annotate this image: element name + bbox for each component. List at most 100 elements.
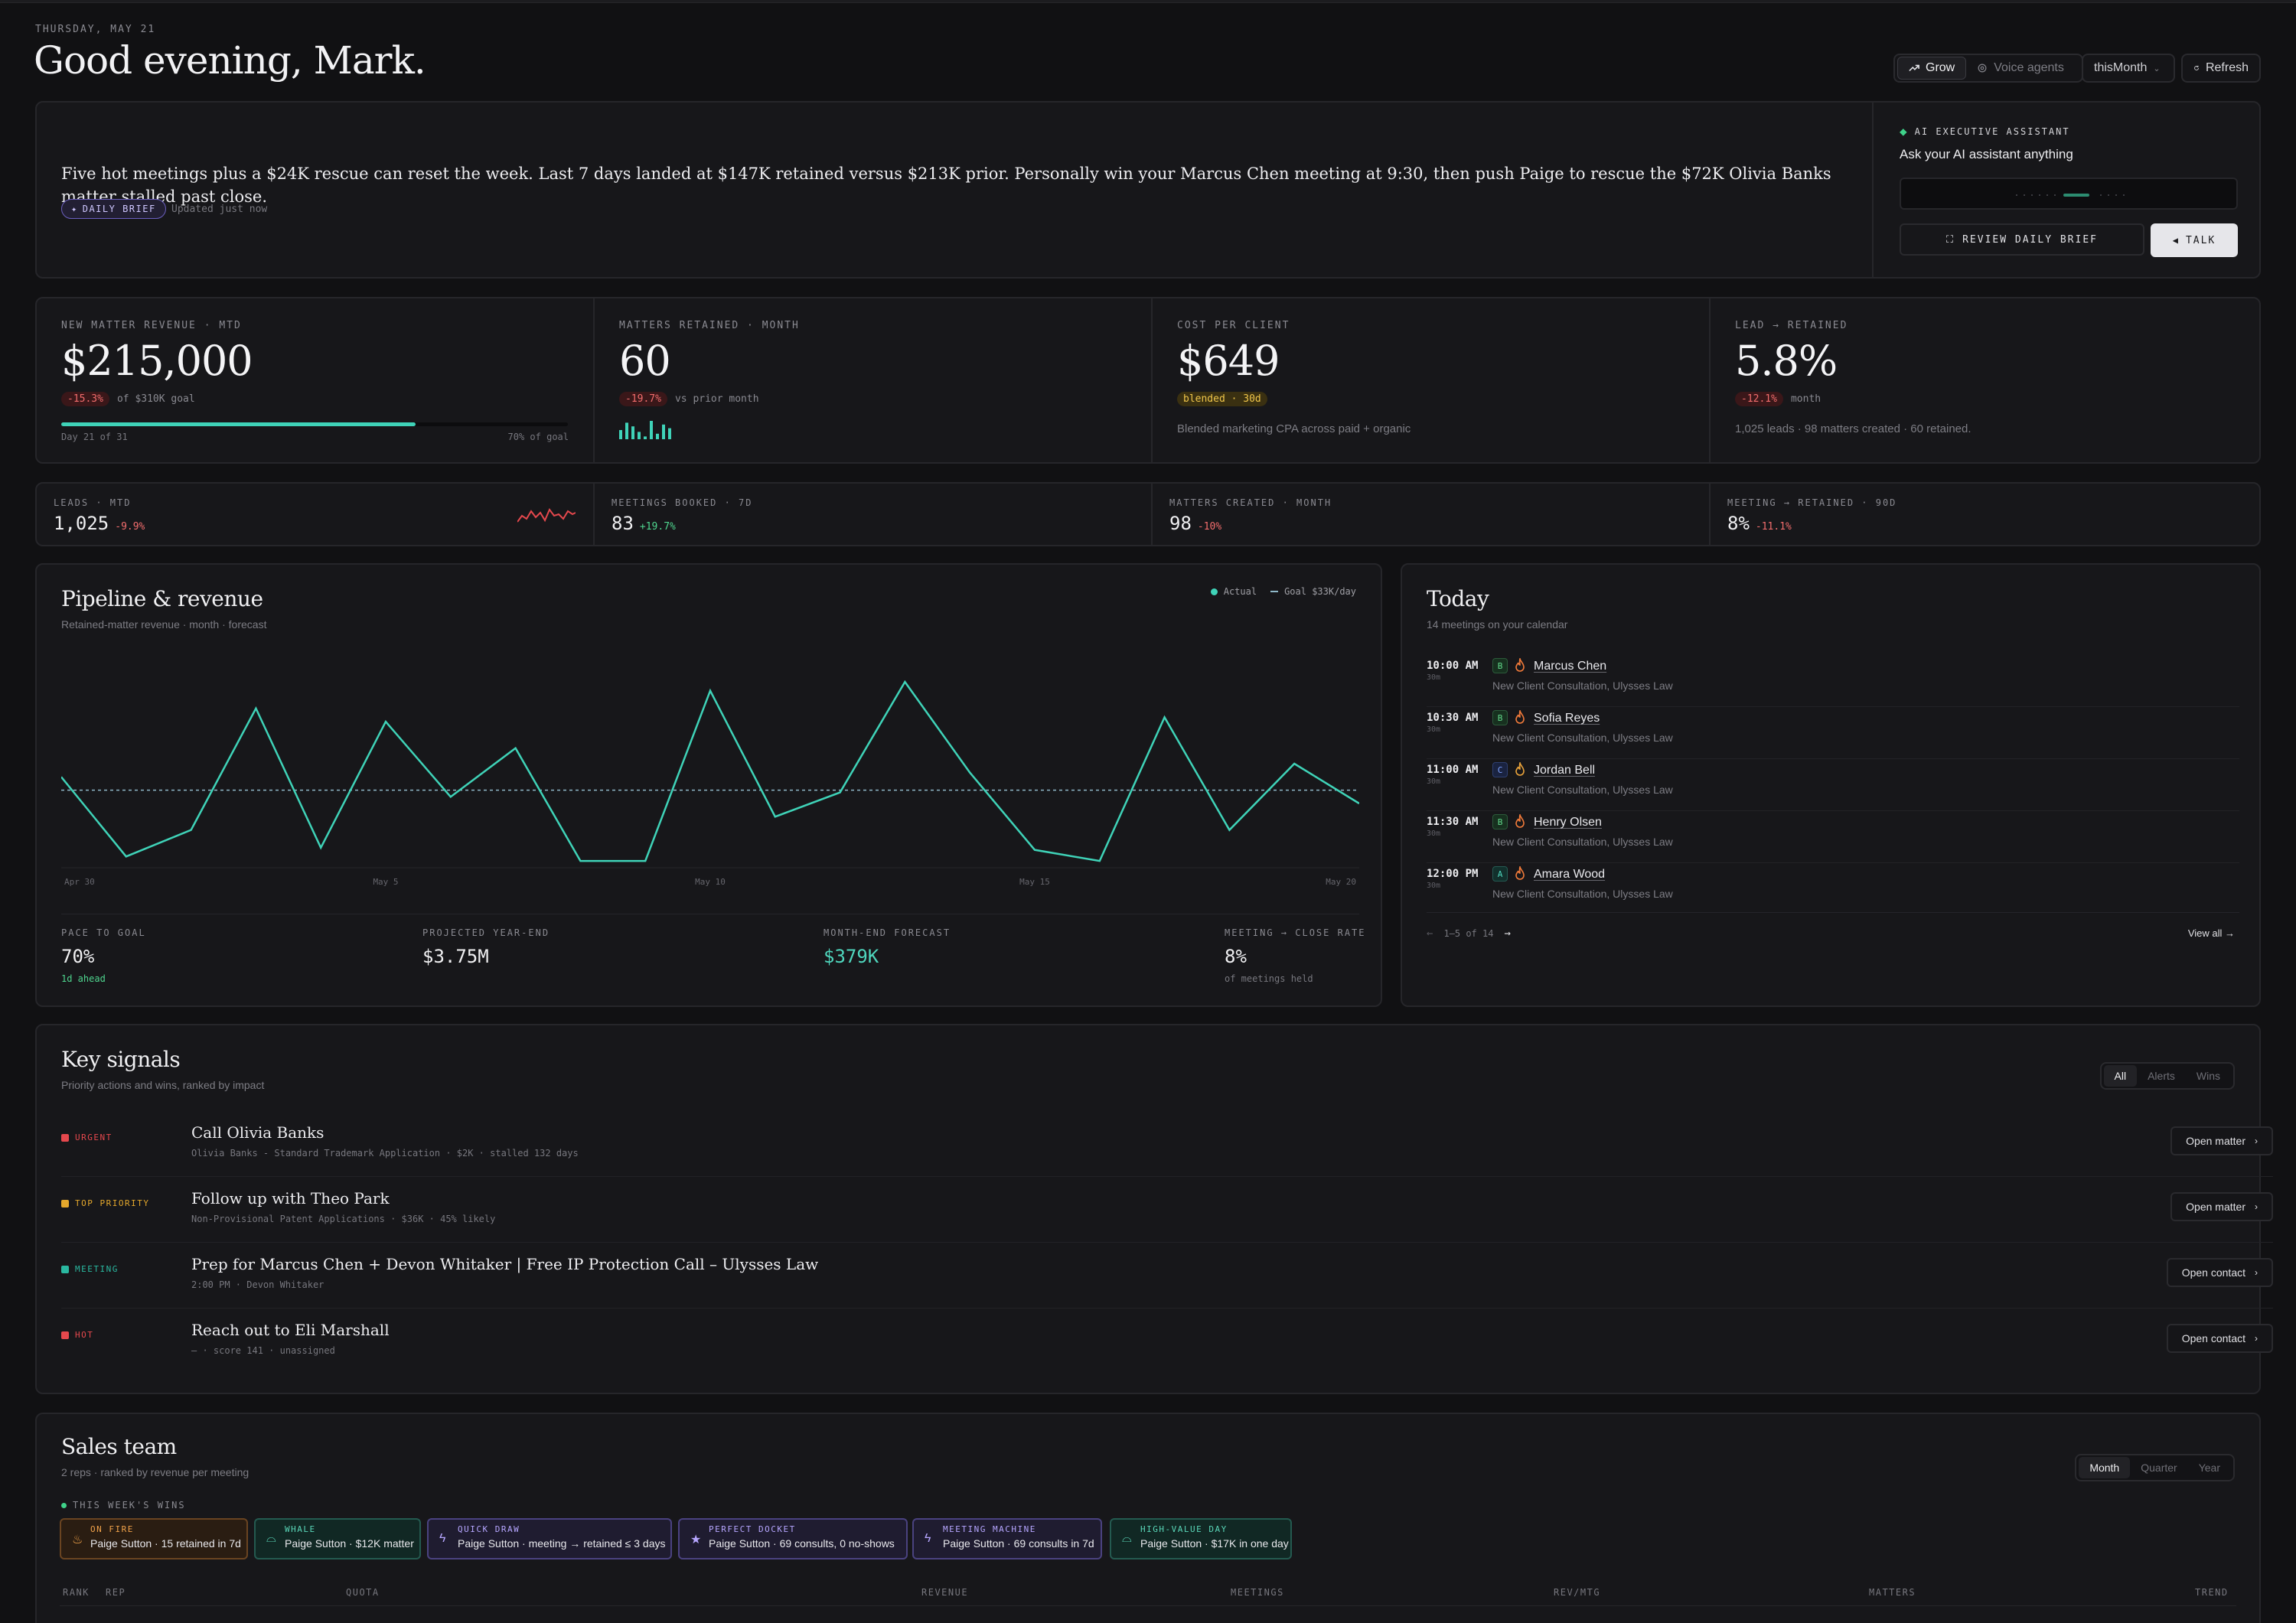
bolt-icon: ϟ <box>439 1532 446 1545</box>
lead-grade-badge: C <box>1492 762 1508 777</box>
col-rank[interactable]: RANK <box>63 1587 90 1598</box>
badge-meeting-machine: ϟ MEETING MACHINE Paige Sutton · 69 cons… <box>912 1518 1102 1559</box>
strip-label: MATTERS CREATED · MONTH <box>1169 497 1332 508</box>
signal-row: URGENT Call Olivia Banks Olivia Banks - … <box>61 1111 2273 1177</box>
tab-grow[interactable]: Grow <box>1897 57 1967 80</box>
kpi-badge: blended · 30d <box>1177 392 1267 406</box>
filter-all[interactable]: All <box>2103 1065 2138 1087</box>
signal-tag: URGENT <box>61 1133 113 1142</box>
meeting-duration: 30m <box>1427 829 1441 838</box>
signal-tag-label: URGENT <box>75 1133 113 1142</box>
signal-tag: MEETING <box>61 1264 119 1274</box>
strip-matters-created: MATTERS CREATED · MONTH 98 -10% <box>1153 484 1709 545</box>
col-matters[interactable]: MATTERS <box>1869 1587 1916 1598</box>
review-daily-brief-button[interactable]: ⛶ REVIEW DAILY BRIEF <box>1900 223 2144 256</box>
divider <box>593 484 595 545</box>
stat-value: $3.75M <box>422 946 489 967</box>
meeting-row[interactable]: 12:00 PM 30m A Amara Wood New Client Con… <box>1427 863 2239 915</box>
badge-title: WHALE <box>285 1524 316 1534</box>
bolt-icon: ϟ <box>925 1532 931 1545</box>
chevron-right-icon: › <box>2255 1201 2258 1212</box>
col-trend[interactable]: TREND <box>2195 1587 2229 1598</box>
whale-icon: ⌓ <box>1122 1532 1132 1545</box>
col-rep[interactable]: REP <box>106 1587 126 1598</box>
strip-meetings-booked: MEETINGS BOOKED · 7D 83 +19.7% <box>595 484 1151 545</box>
page-date: THURSDAY, MAY 21 <box>35 24 156 35</box>
kpi-sub: -19.7% vs prior month <box>619 392 759 406</box>
open-matter-button[interactable]: Open matter › <box>2170 1126 2273 1155</box>
talk-label: TALK <box>2185 234 2216 246</box>
filter-alerts[interactable]: Alerts <box>2148 1070 2175 1082</box>
meeting-description: New Client Consultation, Ulysses Law <box>1492 784 1673 796</box>
meeting-time: 10:30 AM <box>1427 712 1479 724</box>
flame-icon <box>1515 814 1525 828</box>
period-year[interactable]: Year <box>2198 1462 2220 1474</box>
col-revenue[interactable]: REVENUE <box>921 1587 969 1598</box>
stat-sub: of meetings held <box>1225 973 1313 984</box>
arrow-right-icon[interactable]: → <box>1504 927 1511 940</box>
pipeline-subtitle: Retained-matter revenue · month · foreca… <box>61 618 267 631</box>
meeting-row[interactable]: 10:00 AM 30m B Marcus Chen New Client Co… <box>1427 655 2239 707</box>
pipeline-chart: Apr 30 May 5 May 10 May 15 May 20 <box>61 680 1359 887</box>
stat-label: PACE TO GOAL <box>61 927 146 938</box>
progress-percent: 70% of goal <box>507 432 569 442</box>
meeting-row[interactable]: 10:30 AM 30m B Sofia Reyes New Client Co… <box>1427 707 2239 759</box>
view-all-link[interactable]: View all → <box>2187 927 2235 939</box>
signal-tag-marker <box>61 1199 69 1207</box>
meeting-contact-link[interactable]: Henry Olsen <box>1534 816 1602 829</box>
goal-progress-fill <box>61 422 416 426</box>
badge-desc: Paige Sutton · $12K matter <box>285 1537 414 1550</box>
signal-tag-marker <box>61 1265 69 1273</box>
badge-desc: Paige Sutton · meeting → retained ≤ 3 da… <box>458 1537 666 1550</box>
signal-tag-label: MEETING <box>75 1264 119 1274</box>
col-rev-per-mtg[interactable]: REV/MTG <box>1554 1587 1601 1598</box>
period-month[interactable]: Month <box>2079 1457 2131 1478</box>
speaker-icon: ◀ <box>2172 235 2180 246</box>
signal-tag: HOT <box>61 1330 93 1340</box>
legend-actual: Actual <box>1210 586 1257 597</box>
col-meetings[interactable]: MEETINGS <box>1231 1587 1284 1598</box>
meeting-contact-link[interactable]: Sofia Reyes <box>1534 712 1600 725</box>
kpi-cost-per-client: COST PER CLIENT $649 blended · 30d Blend… <box>1153 298 1709 462</box>
col-quota[interactable]: QUOTA <box>346 1587 380 1598</box>
daily-brief-pill[interactable]: ✦ DAILY BRIEF <box>61 199 166 219</box>
series-line-actual <box>61 680 1359 862</box>
refresh-button[interactable]: Refresh <box>2181 54 2261 83</box>
meeting-contact-link[interactable]: Amara Wood <box>1534 868 1606 881</box>
leads-sparkline <box>517 508 576 523</box>
period-select[interactable]: thisMonth ⌄ <box>2082 54 2175 83</box>
flame-icon: ♨ <box>72 1533 83 1546</box>
open-matter-label: Open matter <box>2186 1201 2245 1213</box>
arrow-left-icon[interactable]: ← <box>1427 927 1433 940</box>
chevron-down-icon: ⌄ <box>2153 64 2161 73</box>
ai-assistant-prompt: Ask your AI assistant anything <box>1900 147 2073 161</box>
signal-tag-label: TOP PRIORITY <box>75 1198 150 1208</box>
review-daily-brief-label: REVIEW DAILY BRIEF <box>1962 233 2098 246</box>
period-quarter[interactable]: Quarter <box>2141 1462 2177 1474</box>
tab-voice-agents[interactable]: Voice agents <box>1966 57 2075 80</box>
open-contact-button[interactable]: Open contact › <box>2166 1324 2273 1353</box>
kpi-label: MATTERS RETAINED · MONTH <box>619 320 800 331</box>
kpi-value: $215,000 <box>61 337 253 385</box>
open-matter-button[interactable]: Open matter › <box>2170 1192 2273 1221</box>
meeting-description: New Client Consultation, Ulysses Law <box>1492 732 1673 744</box>
meeting-row[interactable]: 11:00 AM 30m C Jordan Bell New Client Co… <box>1427 759 2239 811</box>
badge-title: ON FIRE <box>90 1524 134 1534</box>
filter-wins[interactable]: Wins <box>2196 1070 2220 1082</box>
waveform-graphic <box>2016 194 2125 197</box>
meeting-row[interactable]: 11:30 AM 30m B Henry Olsen New Client Co… <box>1427 811 2239 863</box>
meeting-contact-link[interactable]: Jordan Bell <box>1534 764 1596 777</box>
kpi-value: $649 <box>1177 337 1280 385</box>
stat-projected-year-end: PROJECTED YEAR-END $3.75M <box>422 927 550 967</box>
open-contact-button[interactable]: Open contact › <box>2166 1258 2273 1287</box>
badge-desc: Paige Sutton · 69 consults in 7d <box>943 1537 1094 1550</box>
lead-grade-badge: A <box>1492 866 1508 882</box>
talk-button[interactable]: ◀ TALK <box>2151 223 2238 257</box>
legend-actual-label: Actual <box>1223 586 1257 597</box>
signal-subtitle: Olivia Banks - Standard Trademark Applic… <box>191 1148 579 1159</box>
voice-waveform[interactable] <box>1900 178 2238 210</box>
meeting-time: 10:00 AM <box>1427 660 1479 672</box>
kpi-value: 5.8% <box>1735 337 1838 385</box>
kpi-footer: 1,025 leads · 98 matters created · 60 re… <box>1735 422 1971 435</box>
meeting-contact-link[interactable]: Marcus Chen <box>1534 660 1607 673</box>
